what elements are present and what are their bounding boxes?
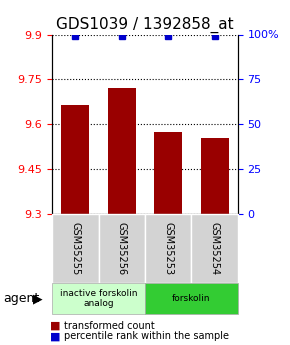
Text: percentile rank within the sample: percentile rank within the sample xyxy=(64,332,229,341)
Bar xyxy=(201,138,229,214)
Text: ▶: ▶ xyxy=(33,292,43,305)
Text: ■: ■ xyxy=(50,321,60,331)
Text: GSM35253: GSM35253 xyxy=(163,222,173,275)
Text: GSM35256: GSM35256 xyxy=(117,222,127,275)
Text: GSM35255: GSM35255 xyxy=(70,222,80,275)
Bar xyxy=(154,132,182,214)
Text: agent: agent xyxy=(3,292,39,305)
Title: GDS1039 / 1392858_at: GDS1039 / 1392858_at xyxy=(56,17,234,33)
Text: forskolin: forskolin xyxy=(172,294,211,303)
Text: inactive forskolin
analog: inactive forskolin analog xyxy=(60,289,137,308)
Bar xyxy=(61,105,89,214)
Text: transformed count: transformed count xyxy=(64,321,155,331)
Bar xyxy=(108,88,136,214)
Text: ■: ■ xyxy=(50,332,60,341)
Text: GSM35254: GSM35254 xyxy=(210,222,220,275)
